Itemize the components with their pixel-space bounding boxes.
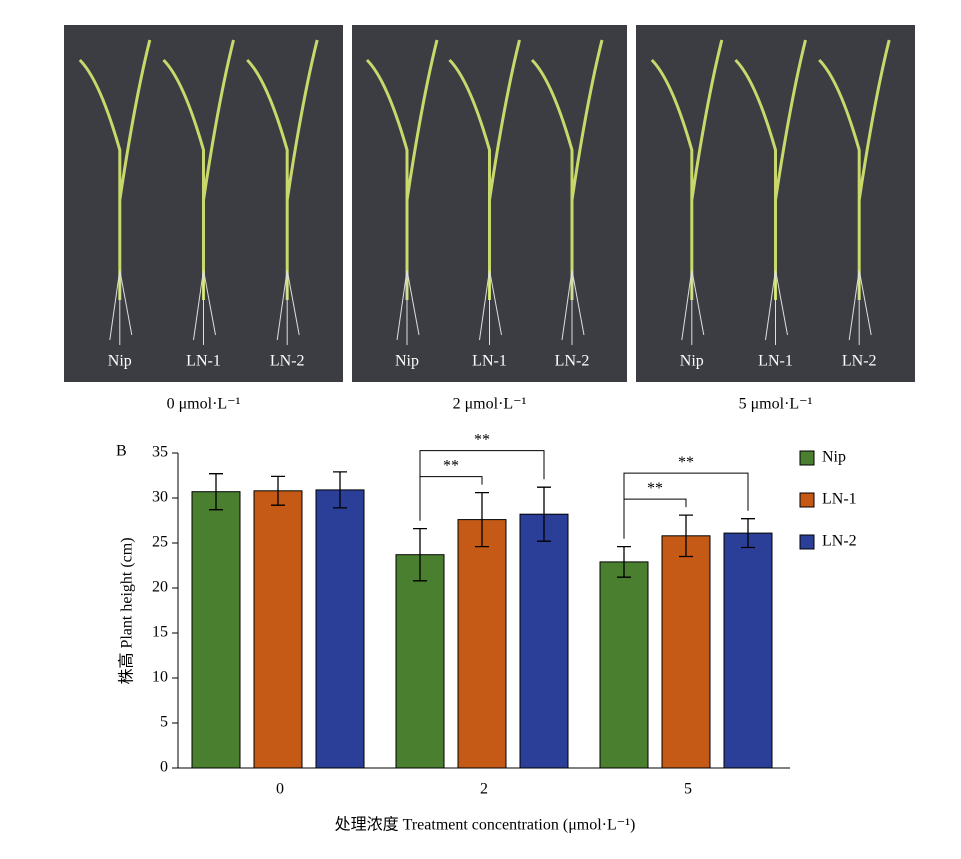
- significance-label: **: [647, 480, 663, 497]
- y-tick-label: 30: [152, 489, 168, 506]
- photo-caption: 5 μmol·L⁻¹: [739, 396, 813, 413]
- legend-swatch: [799, 450, 815, 466]
- plant: [162, 39, 235, 300]
- error-bar: [271, 475, 285, 506]
- plant: [734, 39, 807, 300]
- significance-label: **: [678, 454, 694, 471]
- error-bar: [413, 527, 427, 582]
- roots: [561, 269, 585, 345]
- roots: [193, 269, 216, 345]
- legend-label: LN-1: [822, 491, 857, 508]
- x-axis-label: 处理浓度 Treatment concentration (μmol·L⁻¹): [335, 816, 636, 834]
- x-tick-label: 2: [480, 781, 488, 798]
- plant: [78, 39, 152, 300]
- y-tick-label: 15: [152, 624, 168, 641]
- plant: [818, 39, 891, 300]
- x-tick-label: 5: [684, 781, 692, 798]
- plant: [246, 39, 319, 300]
- roots: [681, 269, 705, 345]
- significance-bracket: [419, 450, 545, 521]
- panel-label: B: [116, 443, 127, 460]
- roots: [848, 269, 872, 345]
- plant-label: LN-1: [758, 353, 793, 370]
- bar: [315, 489, 365, 769]
- bar: [661, 535, 711, 769]
- bar: [191, 491, 241, 769]
- plant-label: LN-1: [186, 353, 221, 370]
- y-tick-label: 25: [152, 534, 168, 551]
- error-bar: [209, 473, 223, 511]
- plant-label: Nip: [395, 353, 419, 370]
- y-tick-label: 10: [152, 669, 168, 686]
- significance-bracket: [623, 498, 687, 539]
- significance-bracket: [623, 472, 749, 539]
- roots: [109, 269, 133, 345]
- legend-label: LN-2: [822, 533, 857, 550]
- significance-label: **: [474, 431, 490, 448]
- plant-label: LN-1: [472, 353, 507, 370]
- significance-label: **: [443, 457, 459, 474]
- y-tick-label: 35: [152, 444, 168, 461]
- roots: [765, 269, 788, 345]
- error-bar: [617, 545, 631, 578]
- y-tick-label: 20: [152, 579, 168, 596]
- plant-label: Nip: [108, 353, 132, 370]
- plant-label: LN-2: [270, 353, 305, 370]
- plant: [530, 39, 604, 300]
- significance-bracket: [419, 476, 483, 521]
- legend-swatch: [799, 534, 815, 550]
- y-axis-label: 株高 Plant height (cm): [118, 537, 136, 684]
- error-bar: [475, 491, 489, 548]
- bar: [519, 513, 569, 769]
- photo-caption: 0 μmol·L⁻¹: [167, 396, 241, 413]
- error-bar: [333, 471, 347, 509]
- x-tick-label: 0: [276, 781, 284, 798]
- y-tick-label: 0: [160, 759, 168, 776]
- error-bar: [679, 514, 693, 558]
- plant-label: LN-2: [842, 353, 877, 370]
- bar: [253, 490, 303, 769]
- plant: [448, 39, 521, 300]
- legend-label: Nip: [822, 449, 846, 466]
- photo-caption: 2 μmol·L⁻¹: [453, 396, 527, 413]
- bar: [457, 519, 507, 769]
- bar: [599, 561, 649, 769]
- y-tick-label: 5: [160, 714, 168, 731]
- roots: [396, 269, 420, 345]
- plant: [365, 39, 439, 300]
- roots: [479, 269, 502, 345]
- legend-swatch: [799, 492, 815, 508]
- bar: [723, 532, 773, 769]
- roots: [276, 269, 300, 345]
- error-bar: [741, 518, 755, 549]
- bar: [395, 554, 445, 769]
- plant: [650, 39, 724, 300]
- error-bar: [537, 486, 551, 542]
- plant-label: Nip: [680, 353, 704, 370]
- plant-label: LN-2: [555, 353, 590, 370]
